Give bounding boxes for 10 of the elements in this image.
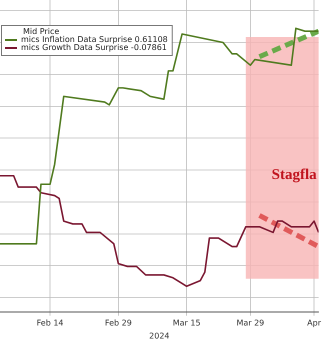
x-tick-label: Feb 14 [36, 318, 64, 328]
x-tick-label: Mar 29 [236, 318, 264, 328]
legend-label: mics Inflation Data Surprise 0.61108 [21, 35, 168, 44]
legend-label: mics Growth Data Surprise -0.07861 [21, 43, 167, 52]
x-tick-label: Mar 15 [172, 318, 201, 328]
x-tick-label: Feb 29 [104, 318, 132, 328]
legend-title: Mid Price [23, 27, 60, 36]
x-axis-title: 2024 [149, 331, 170, 340]
x-tick-label: Apr [307, 318, 322, 328]
band-label: Stagfla [272, 166, 318, 183]
